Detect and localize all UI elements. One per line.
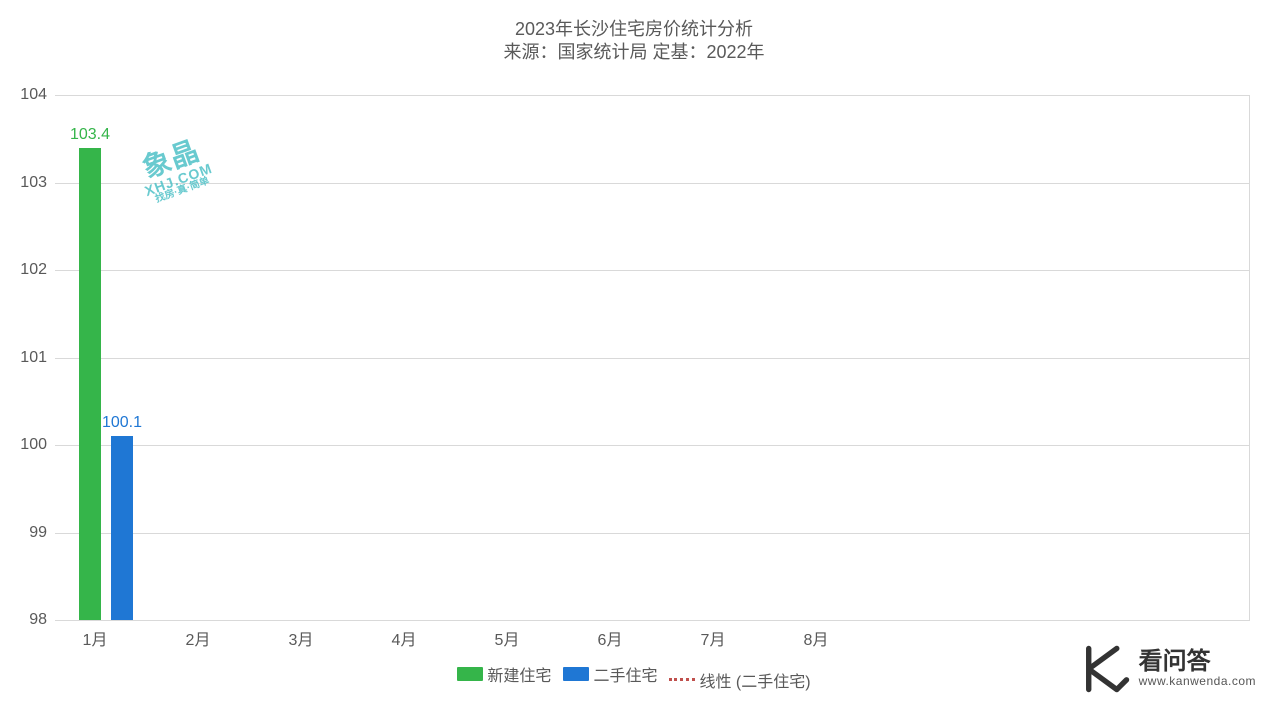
grid-line [55, 620, 1250, 621]
legend-label: 二手住宅 [593, 662, 657, 686]
legend-swatch-dotted [669, 678, 695, 681]
legend-item: 线性 (二手住宅) [669, 668, 810, 692]
grid-line [55, 445, 1250, 446]
y-tick-label: 103 [20, 174, 55, 192]
legend-item: 新建住宅 [457, 662, 551, 686]
plot-border-right [1249, 95, 1250, 620]
y-tick-label: 99 [29, 524, 55, 542]
x-tick-label: 2月 [186, 620, 211, 650]
x-tick-label: 1月 [83, 620, 108, 650]
bar-value-label: 100.1 [102, 414, 142, 436]
grid-line [55, 183, 1250, 184]
chart-container: 2023年长沙住宅房价统计分析 来源：国家统计局 定基：2022年 989910… [0, 0, 1268, 706]
y-tick-label: 100 [20, 436, 55, 454]
grid-line [55, 270, 1250, 271]
legend-swatch [563, 667, 589, 681]
x-tick-label: 8月 [804, 620, 829, 650]
x-tick-label: 7月 [701, 620, 726, 650]
bar-value-label: 103.4 [70, 126, 110, 148]
legend-label: 线性 (二手住宅) [699, 668, 810, 692]
chart-title-line2: 来源：国家统计局 定基：2022年 [0, 41, 1268, 64]
y-tick-label: 102 [20, 261, 55, 279]
x-tick-label: 4月 [392, 620, 417, 650]
y-tick-label: 104 [20, 86, 55, 104]
x-tick-label: 3月 [289, 620, 314, 650]
legend-swatch [457, 667, 483, 681]
grid-line [55, 358, 1250, 359]
legend: 新建住宅 二手住宅 线性 (二手住宅) [0, 662, 1268, 692]
x-tick-label: 6月 [598, 620, 623, 650]
y-tick-label: 98 [29, 611, 55, 629]
grid-line [55, 533, 1250, 534]
legend-label: 新建住宅 [487, 662, 551, 686]
plot-area: 98991001011021031041月2月3月4月5月6月7月8月103.4… [55, 95, 1250, 620]
bar-二手住宅 [111, 436, 133, 620]
bar-新建住宅 [79, 148, 101, 621]
chart-title: 2023年长沙住宅房价统计分析 来源：国家统计局 定基：2022年 [0, 0, 1268, 65]
grid-line [55, 95, 1250, 96]
y-tick-label: 101 [20, 349, 55, 367]
x-tick-label: 5月 [495, 620, 520, 650]
chart-title-line1: 2023年长沙住宅房价统计分析 [0, 18, 1268, 41]
legend-item: 二手住宅 [563, 662, 657, 686]
